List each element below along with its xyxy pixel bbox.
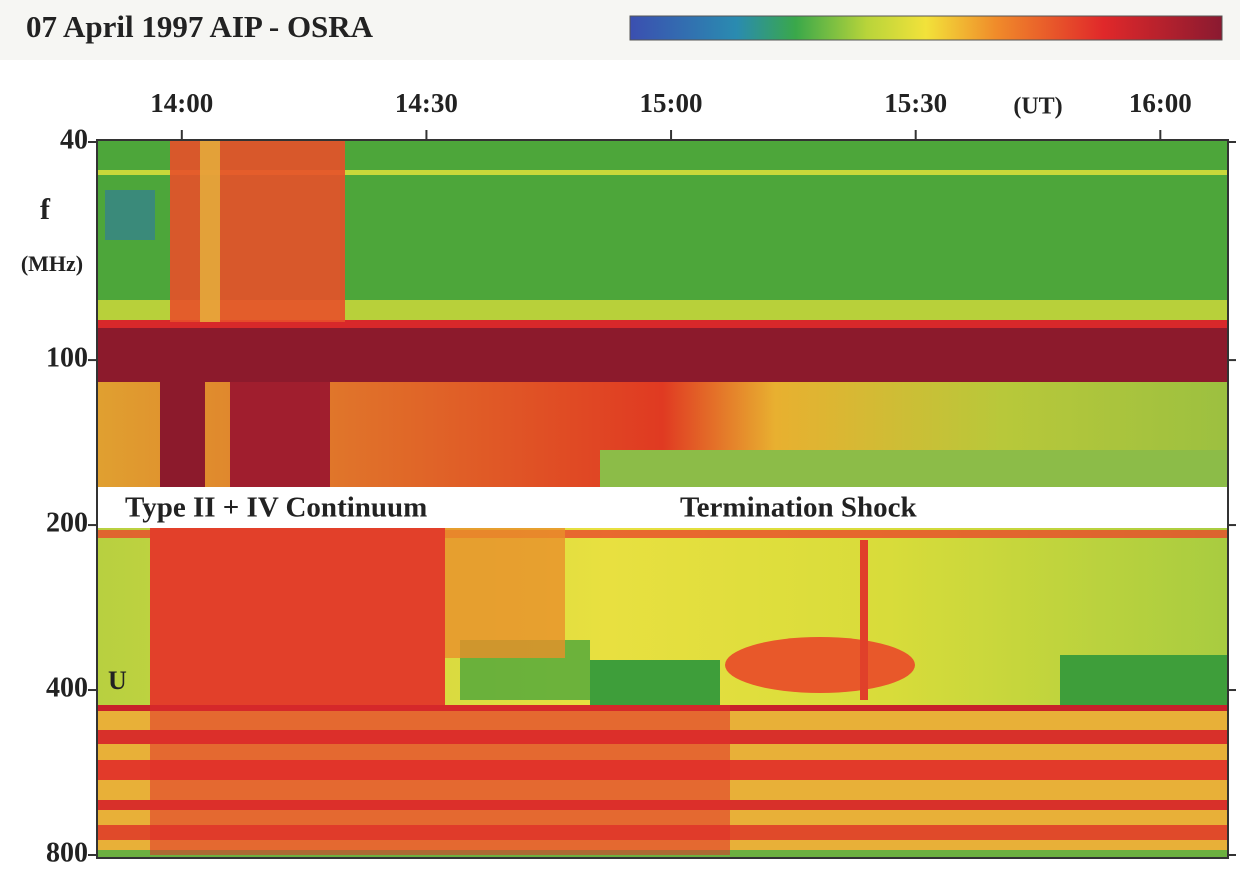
y-unit: (MHz): [21, 251, 83, 276]
color-bar: [629, 15, 1223, 41]
x-tick-label: 15:30: [884, 88, 947, 118]
burst: [445, 528, 565, 658]
y-tick-label: 200: [46, 507, 88, 538]
annotation: U: [108, 666, 127, 695]
x-tick-label: 14:00: [150, 88, 213, 118]
stripe: [97, 320, 1228, 328]
termination-shock: [725, 637, 915, 693]
header: 07 April 1997 AIP - OSRA: [0, 0, 1240, 60]
patch: [105, 190, 155, 240]
stripe: [97, 530, 1228, 538]
burst: [170, 140, 345, 322]
annotation: Type II + IV Continuum: [125, 492, 427, 524]
patch: [1060, 655, 1228, 705]
band-dark: [97, 320, 1228, 382]
x-tick-label: 14:30: [395, 88, 458, 118]
gap: [97, 487, 1228, 528]
x-tick-label: 15:00: [640, 88, 703, 118]
spectrogram: [96, 139, 1229, 859]
chart-title: 07 April 1997 AIP - OSRA: [26, 9, 374, 44]
stripe: [97, 300, 1228, 320]
x-tick-label: 16:00: [1129, 88, 1192, 118]
x-unit: (UT): [1013, 94, 1062, 120]
burst: [150, 705, 730, 855]
stripe: [97, 170, 1228, 175]
y-tick-label: 400: [46, 672, 88, 703]
burst: [160, 382, 205, 487]
burst: [860, 540, 868, 700]
burst: [230, 382, 330, 487]
annotation: Termination Shock: [680, 492, 917, 524]
patch: [600, 450, 1228, 487]
y-tick-label: 800: [46, 837, 88, 868]
patch: [590, 660, 720, 705]
plot-frame: [96, 139, 1229, 859]
y-tick-label: 40: [60, 124, 88, 155]
burst: [200, 140, 220, 322]
y-tick-label: 100: [46, 343, 88, 374]
y-label: f: [40, 193, 51, 226]
